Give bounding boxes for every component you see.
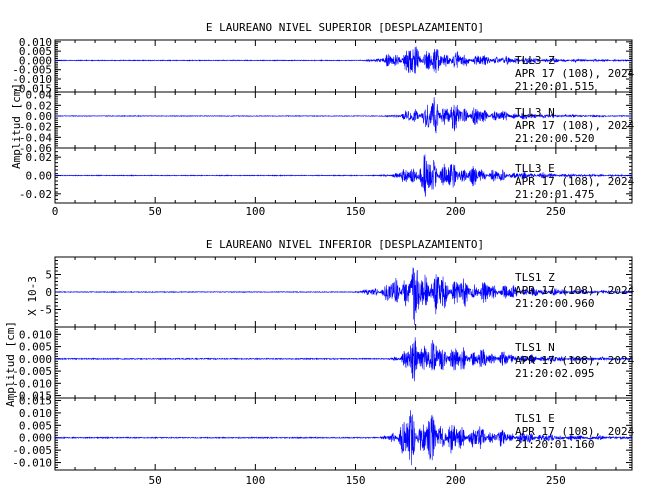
y-tick-label: -0.02 <box>19 121 52 134</box>
y-tick-label: 0.010 <box>19 36 52 49</box>
y-tick-label: 0.04 <box>26 89 53 102</box>
y-tick-label: 0.000 <box>19 432 52 445</box>
time-label: 21:20:00.960 <box>515 297 594 310</box>
y-tick-label: 0.000 <box>19 54 52 67</box>
y-tick-label: -0.005 <box>12 64 52 77</box>
nivel-superior-chart: E LAUREANO NIVEL SUPERIOR [DESPLAZAMIENT… <box>10 21 635 218</box>
y-tick-label: -0.04 <box>19 131 52 144</box>
time-label: 21:20:01.515 <box>515 80 594 93</box>
date-label: APR 17 (108), 2024 <box>515 284 635 297</box>
station-label: TLS1 Z <box>515 271 555 284</box>
x-tick-label: 100 <box>245 205 265 218</box>
x-tick-label: 150 <box>346 474 366 487</box>
chart-title: E LAUREANO NIVEL INFERIOR [DESPLAZAMIENT… <box>206 238 484 251</box>
y-tick-label: 0.02 <box>26 99 53 112</box>
x-tick-label: 150 <box>346 205 366 218</box>
y-tick-label: -0.005 <box>12 365 52 378</box>
y-tick-label: 0.010 <box>19 328 52 341</box>
time-label: 21:20:01.160 <box>515 438 594 451</box>
y-tick-label: -5 <box>39 304 52 317</box>
y-tick-label: -0.005 <box>12 444 52 457</box>
x-tick-label: 200 <box>446 205 466 218</box>
scale-factor-label: X 10-3 <box>26 276 39 316</box>
x-tick-label: 250 <box>546 205 566 218</box>
y-tick-label: -0.015 <box>12 82 52 95</box>
seismic-trace <box>54 46 633 74</box>
seismic-trace <box>54 337 633 382</box>
y-tick-label: 0.02 <box>26 151 53 164</box>
y-tick-label: -0.02 <box>19 188 52 201</box>
y-axis-label: Amplitud [cm] <box>4 321 17 407</box>
y-tick-label: -0.06 <box>19 142 52 155</box>
y-tick-label: -0.010 <box>12 457 52 470</box>
date-label: APR 17 (108), 2024 <box>515 354 635 367</box>
seismic-trace <box>54 267 633 325</box>
y-axis-label: Amplitud [cm] <box>10 83 23 169</box>
y-tick-label: 0.00 <box>26 170 53 183</box>
date-label: APR 17 (108), 2024 <box>515 175 635 188</box>
time-label: 21:20:00.520 <box>515 132 594 145</box>
x-tick-label: 200 <box>446 474 466 487</box>
x-tick-label: 250 <box>546 474 566 487</box>
y-tick-label: -0.010 <box>12 377 52 390</box>
x-tick-label: 100 <box>245 474 265 487</box>
y-tick-label: 0 <box>45 286 52 299</box>
chart-title: E LAUREANO NIVEL SUPERIOR [DESPLAZAMIENT… <box>206 21 484 34</box>
time-label: 21:20:01.475 <box>515 188 594 201</box>
x-tick-label: 0 <box>52 205 59 218</box>
seismic-trace <box>54 410 633 466</box>
date-label: APR 17 (108), 2024 <box>515 67 635 80</box>
y-tick-label: -0.010 <box>12 73 52 86</box>
y-tick-label: -0.015 <box>12 390 52 403</box>
station-label: TLL3 N <box>515 106 555 119</box>
y-tick-label: 0.00 <box>26 110 53 123</box>
seismic-trace <box>54 97 633 134</box>
date-label: APR 17 (108), 2024 <box>515 425 635 438</box>
y-tick-label: 0.005 <box>19 341 52 354</box>
station-label: TLS1 E <box>515 412 555 425</box>
station-label: TLL3 E <box>515 162 555 175</box>
seismic-trace <box>54 154 633 197</box>
y-tick-label: 0.015 <box>19 394 52 407</box>
x-tick-label: 50 <box>149 205 162 218</box>
time-label: 21:20:02.095 <box>515 367 594 380</box>
station-label: TLL3 Z <box>515 54 555 67</box>
y-tick-label: 0.005 <box>19 419 52 432</box>
nivel-inferior-chart: E LAUREANO NIVEL INFERIOR [DESPLAZAMIENT… <box>4 238 635 487</box>
y-tick-label: 0.010 <box>19 407 52 420</box>
x-tick-label: 50 <box>149 474 162 487</box>
date-label: APR 17 (108), 2024 <box>515 119 635 132</box>
y-tick-label: 0.005 <box>19 45 52 58</box>
panel-frame <box>54 397 633 471</box>
y-tick-label: 5 <box>45 269 52 282</box>
station-label: TLS1 N <box>515 341 555 354</box>
y-tick-label: 0.000 <box>19 353 52 366</box>
